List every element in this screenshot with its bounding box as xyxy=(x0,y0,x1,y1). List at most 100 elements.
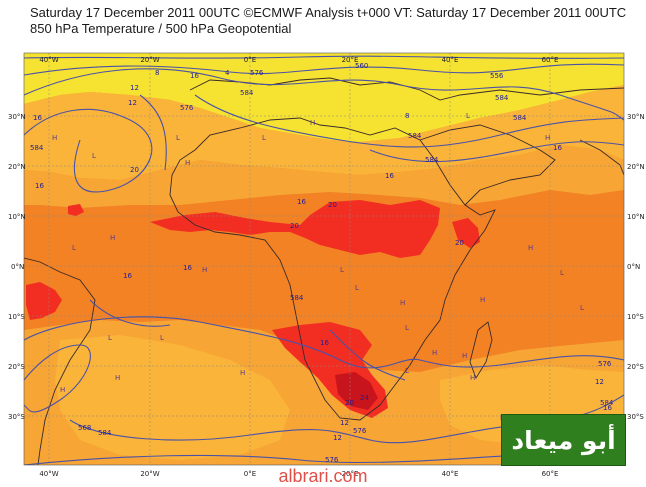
high-marker: H xyxy=(52,134,57,142)
lon-tick: 40°E xyxy=(442,56,459,64)
contour-label: 16 xyxy=(320,339,329,347)
high-marker: H xyxy=(60,386,65,394)
map-title-line2: 850 hPa Temperature / 500 hPa Geopotenti… xyxy=(30,21,292,36)
lon-tick: 0°E xyxy=(244,56,256,64)
high-marker: H xyxy=(462,352,467,360)
lat-tick: 10°N xyxy=(8,213,26,221)
low-marker: L xyxy=(108,334,112,342)
temperature-zone-sahara xyxy=(24,145,624,208)
lat-ticks-right: 30°N 20°N 10°N 0°N 10°S 20°S 30°S xyxy=(627,113,645,421)
temperature-zone-north-mild xyxy=(24,85,624,180)
contour-label: 16 xyxy=(33,114,42,122)
lon-tick: 40°E xyxy=(442,470,459,478)
hot-core-kalahari xyxy=(335,372,378,410)
lon-tick: 20°W xyxy=(140,470,159,478)
contour-label: 20 xyxy=(455,239,464,247)
contour-label: 584 xyxy=(600,399,614,407)
low-marker: L xyxy=(92,152,96,160)
high-marker: H xyxy=(310,119,315,127)
contour-label: 584 xyxy=(513,114,527,122)
high-marker: H xyxy=(400,299,405,307)
low-marker: L xyxy=(176,134,180,142)
contour-label: 24 xyxy=(360,394,369,402)
site-watermark: albrari.com xyxy=(278,466,368,486)
lon-tick: 20°E xyxy=(342,470,359,478)
contour-labels: 8 12 16 4 576 584 560 556 12 8 16 584 16… xyxy=(30,62,614,464)
pressure-markers: L H L H H L H L L H H L L H L H H L H H … xyxy=(52,112,584,422)
africa-coastline xyxy=(169,117,496,421)
lat-ticks-left: 30°N 20°N 10°N 0°N 10°S 20°S 30°S xyxy=(8,113,26,421)
contour-label: 576 xyxy=(180,104,194,112)
low-marker: L xyxy=(72,244,76,252)
high-marker: H xyxy=(470,374,475,382)
contour-label: 16 xyxy=(553,144,562,152)
low-marker: L xyxy=(262,134,266,142)
low-marker: L xyxy=(560,269,564,277)
high-marker: H xyxy=(545,134,550,142)
map-title-line1: Saturday 17 December 2011 00UTC ©ECMWF A… xyxy=(30,5,627,20)
contour-label: 8 xyxy=(405,112,409,120)
contour-label: 584 xyxy=(240,89,254,97)
low-marker: L xyxy=(355,284,359,292)
contour-label: 584 xyxy=(495,94,509,102)
lon-tick: 40°W xyxy=(39,470,58,478)
graticule xyxy=(24,53,624,465)
contour-label: 12 xyxy=(595,378,604,386)
contour-label: 20 xyxy=(290,222,299,230)
lon-tick: 0°E xyxy=(244,470,256,478)
lat-tick: 20°S xyxy=(8,363,25,371)
contour-label: 16 xyxy=(385,172,394,180)
contour-label: 12 xyxy=(333,434,342,442)
contour-label: 560 xyxy=(355,62,368,70)
contour-label: 584 xyxy=(290,294,304,302)
contour-label: 16 xyxy=(603,404,612,412)
contour-label: 12 xyxy=(128,99,137,107)
lat-tick: 30°N xyxy=(8,113,26,121)
contour-label: 568 xyxy=(78,424,91,432)
lat-tick: 10°N xyxy=(627,213,645,221)
lat-tick: 0°N xyxy=(11,263,24,271)
lat-tick: 20°S xyxy=(627,363,644,371)
contour-label: 4 xyxy=(225,69,230,77)
contour-label: 20 xyxy=(130,166,139,174)
contour-label: 8 xyxy=(155,69,159,77)
lat-tick: 10°S xyxy=(627,313,644,321)
madagascar-coastline xyxy=(469,321,493,380)
low-marker: L xyxy=(340,266,344,274)
contour-label: 556 xyxy=(490,72,504,80)
lon-tick: 60°E xyxy=(542,470,559,478)
lat-tick: 0°N xyxy=(627,263,640,271)
lon-tick: 40°W xyxy=(39,56,58,64)
low-marker: L xyxy=(405,367,409,375)
contour-label: 584 xyxy=(408,132,422,140)
contour-label: 16 xyxy=(297,198,306,206)
arabia-coastline xyxy=(419,124,556,206)
high-marker: H xyxy=(202,266,207,274)
low-marker: L xyxy=(405,324,409,332)
contour-label: 16 xyxy=(190,72,199,80)
lon-ticks-top: 40°W 20°W 0°E 20°E 40°E 60°E xyxy=(39,56,558,64)
contour-label: 584 xyxy=(98,429,112,437)
high-marker: H xyxy=(480,296,485,304)
high-marker: H xyxy=(240,369,245,377)
lat-tick: 30°N xyxy=(627,113,645,121)
contour-label: 584 xyxy=(30,144,44,152)
hot-patch-brazil xyxy=(26,282,62,320)
lon-tick: 20°W xyxy=(140,56,159,64)
lat-tick: 30°S xyxy=(627,413,644,421)
hot-patch-west xyxy=(68,204,84,216)
lon-tick: 20°E xyxy=(342,56,359,64)
lat-tick: 20°N xyxy=(627,163,645,171)
brand-logo: أبو ميعاد xyxy=(501,414,626,466)
contour-label: 16 xyxy=(183,264,192,272)
contour-label: 16 xyxy=(35,182,44,190)
high-marker: H xyxy=(110,234,115,242)
contour-label: 584 xyxy=(425,156,439,164)
contour-label: 16 xyxy=(123,272,132,280)
contour-label: 12 xyxy=(130,84,139,92)
plot-border xyxy=(23,52,625,466)
high-marker: H xyxy=(432,349,437,357)
temperature-zone-north-cool xyxy=(24,53,624,142)
hot-patch-horn xyxy=(452,218,480,248)
high-marker: H xyxy=(528,244,533,252)
